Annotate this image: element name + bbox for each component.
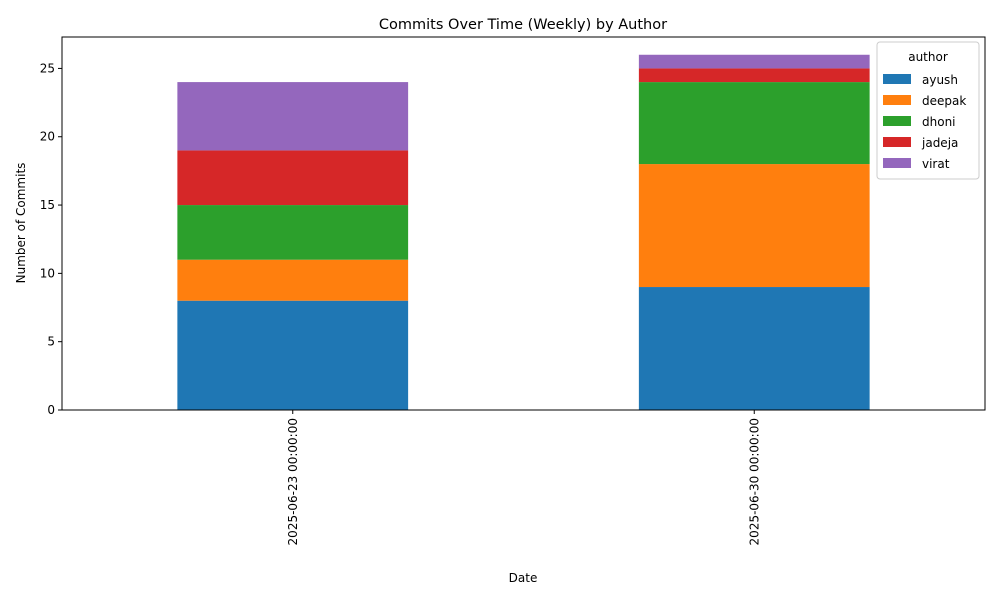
x-tick-label: 2025-06-30 00:00:00 xyxy=(747,418,761,545)
bar-ayush-1 xyxy=(177,300,409,410)
legend-label-deepak: deepak xyxy=(922,94,966,108)
legend-swatch-deepak xyxy=(883,95,911,105)
bar-virat-2 xyxy=(638,54,870,69)
bar-deepak-1 xyxy=(177,259,409,301)
y-tick-label: 0 xyxy=(47,403,55,417)
y-tick-label: 10 xyxy=(40,266,55,280)
bar-jadeja-1 xyxy=(177,150,409,206)
legend-label-dhoni: dhoni xyxy=(922,115,956,129)
legend-swatch-jadeja xyxy=(883,137,911,147)
legend: author ayush deepak dhoni jadeja virat xyxy=(876,41,980,180)
x-axis-label: Date xyxy=(509,571,538,585)
y-tick-label: 15 xyxy=(40,198,55,212)
bar-dhoni-1 xyxy=(177,205,409,260)
bars-layer xyxy=(177,54,870,410)
legend-swatch-virat xyxy=(883,158,911,168)
y-tick-label: 5 xyxy=(47,335,55,349)
bar-dhoni-2 xyxy=(638,82,870,165)
chart-title: Commits Over Time (Weekly) by Author xyxy=(379,17,667,33)
legend-title: author xyxy=(908,50,948,64)
legend-swatch-dhoni xyxy=(883,116,911,126)
x-tick-label: 2025-06-23 00:00:00 xyxy=(286,418,300,545)
y-tick-label: 20 xyxy=(40,130,55,144)
y-tick-label: 25 xyxy=(40,61,55,75)
legend-label-virat: virat xyxy=(922,157,950,171)
bar-ayush-2 xyxy=(638,287,870,410)
axes-layer: 0 5 10 15 20 25 2025-06-23 00:00:00 2025-06-30 … xyxy=(40,36,986,545)
bar-deepak-2 xyxy=(638,164,870,288)
legend-label-ayush: ayush xyxy=(922,73,958,87)
y-axis-label: Number of Commits xyxy=(14,163,28,284)
bar-jadeja-2 xyxy=(638,68,870,83)
legend-label-jadeja: jadeja xyxy=(921,136,958,150)
legend-swatch-ayush xyxy=(883,74,911,84)
bar-virat-1 xyxy=(177,82,409,151)
plot-frame xyxy=(61,36,986,411)
